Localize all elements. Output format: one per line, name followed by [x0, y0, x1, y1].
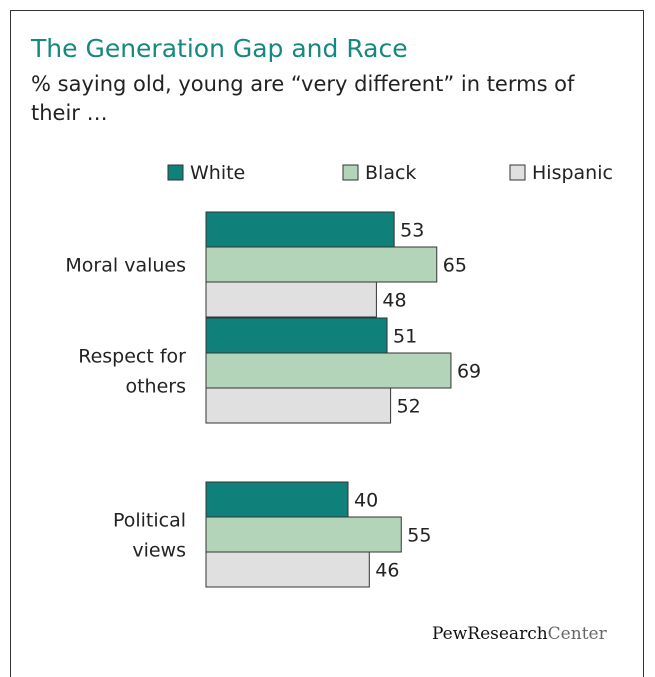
data-label-moral-values-hispanic: 48 [382, 290, 406, 312]
bar-moral-values-hispanic [205, 281, 377, 318]
pew-research-center-logo: PewResearchCenter [432, 624, 607, 644]
bar-political-views-black [205, 516, 402, 553]
bar-respect-for-others-black [205, 352, 452, 389]
logo-text-center: Center [547, 624, 607, 644]
data-label-moral-values-white: 53 [400, 220, 424, 242]
chart-subtitle: % saying old, young are “very different”… [31, 72, 575, 125]
bar-respect-for-others-hispanic [205, 387, 392, 424]
bar-respect-for-others-white [205, 317, 388, 354]
data-label-political-views-hispanic: 46 [375, 560, 399, 582]
legend-swatch-white [167, 164, 184, 181]
legend-label-hispanic: Hispanic [532, 162, 613, 184]
category-label-political-views-line2: views [132, 540, 186, 562]
legend-swatch-black [342, 164, 359, 181]
data-label-moral-values-black: 65 [443, 255, 467, 277]
logo-text-pew-research: PewResearch [432, 624, 548, 644]
legend-swatch-hispanic [509, 164, 526, 181]
category-label-respect-for-others-line1: Respect for [78, 346, 186, 368]
bar-moral-values-white [205, 211, 395, 248]
bar-political-views-hispanic [205, 551, 370, 588]
data-label-respect-for-others-white: 51 [393, 326, 417, 348]
category-label-respect-for-others-line2: others [125, 376, 186, 398]
bar-political-views-white [205, 481, 349, 518]
data-label-political-views-white: 40 [354, 490, 378, 512]
data-label-respect-for-others-black: 69 [457, 361, 481, 383]
legend-label-black: Black [365, 162, 416, 184]
data-label-respect-for-others-hispanic: 52 [397, 396, 421, 418]
category-label-political-views-line1: Political [113, 510, 186, 532]
category-label-moral-values: Moral values [65, 255, 186, 277]
data-label-political-views-black: 55 [407, 525, 431, 547]
legend-label-white: White [190, 162, 245, 184]
bar-moral-values-black [205, 246, 438, 283]
chart-title: The Generation Gap and Race [31, 34, 408, 63]
